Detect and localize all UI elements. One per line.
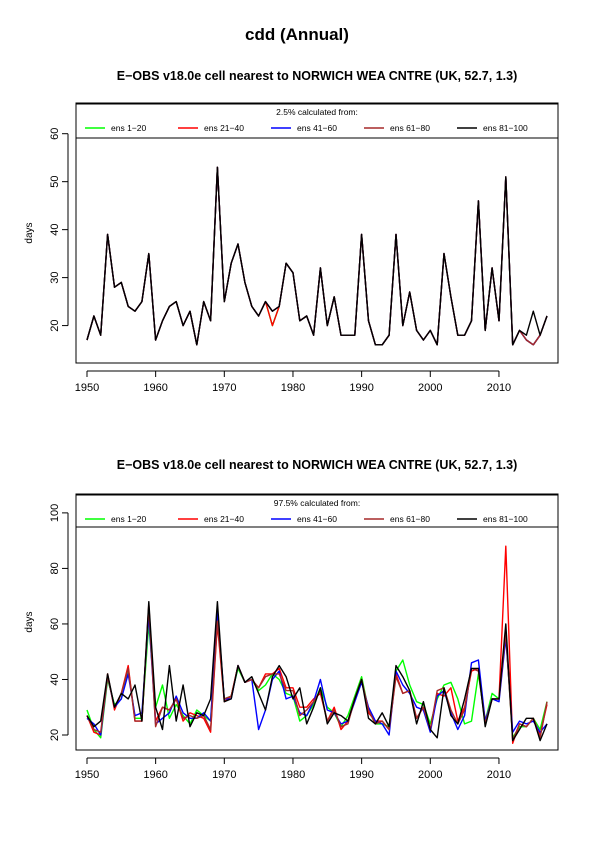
series-line-5 <box>86 166 548 346</box>
x-tick-label: 2010 <box>487 769 511 781</box>
plot-frame <box>75 493 559 751</box>
legend-entry-4: ens 61−80 <box>390 123 430 133</box>
panel-lower-percentile: E−OBS v18.0e cell nearest to NORWICH WEA… <box>24 69 559 394</box>
x-tick-label: 1960 <box>143 382 167 394</box>
legend-entry-4: ens 61−80 <box>390 514 430 524</box>
y-tick-label: 20 <box>49 319 61 331</box>
legend-box <box>75 103 559 139</box>
series-line-2 <box>86 545 548 744</box>
legend-box <box>75 494 559 528</box>
y-tick-label: 40 <box>49 224 61 236</box>
x-tick-label: 1950 <box>75 769 99 781</box>
legend-entry-3: ens 41−60 <box>297 123 337 133</box>
legend-entry-5: ens 81−100 <box>483 514 528 524</box>
series-line-4 <box>86 166 548 346</box>
y-tick-label: 30 <box>49 271 61 283</box>
panel-title: E−OBS v18.0e cell nearest to NORWICH WEA… <box>117 69 517 83</box>
x-tick-label: 1980 <box>281 769 305 781</box>
legend-entry-5: ens 81−100 <box>483 123 528 133</box>
y-tick-label: 60 <box>49 618 61 630</box>
plot-frame <box>75 102 559 364</box>
y-tick-label: 20 <box>49 729 61 741</box>
y-tick-label: 40 <box>49 673 61 685</box>
panel-title: E−OBS v18.0e cell nearest to NORWICH WEA… <box>117 458 517 472</box>
legend-title: 97.5% calculated from: <box>274 498 360 508</box>
x-tick-label: 1970 <box>212 382 236 394</box>
y-axis-label: days <box>24 611 35 632</box>
series-line-1 <box>86 166 548 346</box>
series-line-3 <box>86 166 548 346</box>
x-tick-label: 2000 <box>418 769 442 781</box>
x-tick-label: 1990 <box>349 769 373 781</box>
y-tick-label: 50 <box>49 176 61 188</box>
y-axis-label: days <box>24 222 35 243</box>
x-tick-label: 2010 <box>487 382 511 394</box>
series-line-5 <box>86 601 548 742</box>
y-tick-label: 60 <box>49 128 61 140</box>
legend-entry-1: ens 1−20 <box>111 123 146 133</box>
series-line-2 <box>86 166 548 346</box>
x-tick-label: 1970 <box>212 769 236 781</box>
x-tick-label: 1990 <box>349 382 373 394</box>
legend-entry-1: ens 1−20 <box>111 514 146 524</box>
y-tick-label: 80 <box>49 562 61 574</box>
x-tick-label: 1960 <box>143 769 167 781</box>
panel-upper-percentile: E−OBS v18.0e cell nearest to NORWICH WEA… <box>24 458 559 781</box>
x-tick-label: 1980 <box>281 382 305 394</box>
x-tick-label: 2000 <box>418 382 442 394</box>
legend-entry-3: ens 41−60 <box>297 514 337 524</box>
legend-title: 2.5% calculated from: <box>276 107 358 117</box>
legend-entry-2: ens 21−40 <box>204 514 244 524</box>
y-tick-label: 100 <box>49 504 61 522</box>
x-tick-label: 1950 <box>75 382 99 394</box>
page-title: cdd (Annual) <box>245 25 349 44</box>
legend-entry-2: ens 21−40 <box>204 123 244 133</box>
